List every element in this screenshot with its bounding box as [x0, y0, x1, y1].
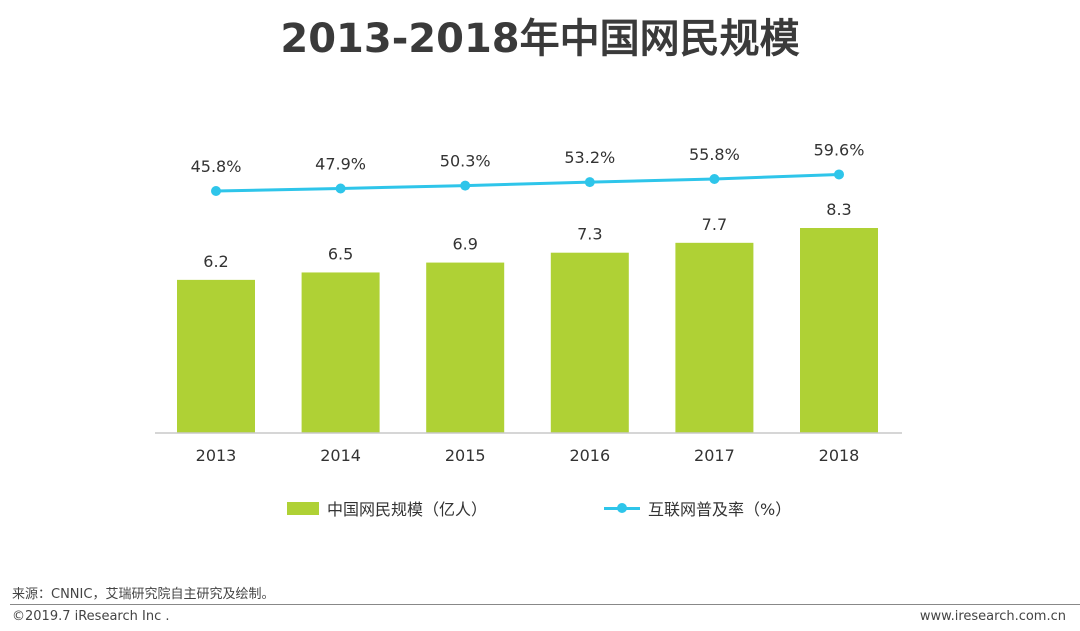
bar-value-label: 6.2	[203, 252, 228, 271]
legend-line-label: 互联网普及率（%）	[648, 500, 792, 519]
x-tick-label: 2015	[445, 446, 486, 465]
bar-2015	[426, 262, 505, 433]
line-value-label: 50.3%	[440, 152, 491, 171]
bar-value-label: 7.3	[577, 225, 602, 244]
bar-value-label: 8.3	[826, 200, 851, 219]
bar-2018	[800, 228, 878, 433]
line-value-label: 59.6%	[814, 140, 865, 159]
line-value-label: 55.8%	[689, 145, 740, 164]
line-series: 45.8% 47.9% 50.3% 53.2% 55.8% 59.6%	[191, 140, 865, 196]
legend-item-bar: 中国网民规模（亿人）	[287, 496, 487, 520]
x-tick-label: 2016	[569, 446, 610, 465]
line-point-2013	[211, 186, 221, 196]
line-point-2017	[709, 174, 720, 184]
x-tick-label: 2018	[819, 446, 860, 465]
x-axis-ticks: 2013 2014 2015 2016 2017 2018	[196, 446, 860, 465]
copyright-text: ©2019.7 iResearch Inc .	[12, 609, 170, 624]
legend-bar-swatch	[287, 501, 319, 515]
website-link[interactable]: www.iresearch.com.cn	[919, 609, 1066, 624]
line-value-label: 53.2%	[564, 148, 615, 167]
chart-title: 2013-2018年中国网民规模	[280, 16, 800, 62]
line-point-2014	[335, 183, 346, 194]
bar-value-label: 6.9	[452, 235, 477, 254]
legend: 中国网民规模（亿人） 互联网普及率（%）	[0, 496, 1080, 520]
bar-value-label: 6.5	[328, 244, 353, 263]
line-value-label: 45.8%	[191, 157, 242, 176]
x-tick-label: 2017	[694, 446, 735, 465]
source-note: 来源：CNNIC，艾瑞研究院自主研究及绘制。	[12, 587, 275, 602]
x-tick-label: 2013	[196, 446, 237, 465]
bar-2016	[550, 252, 629, 433]
line-point-2016	[584, 177, 595, 188]
footer-divider	[10, 604, 1080, 605]
bar-series: 6.2 6.5 6.9 7.3 7.7 8.3	[177, 200, 878, 433]
legend-line-swatch	[604, 502, 640, 515]
legend-bar-label: 中国网民规模（亿人）	[327, 500, 488, 519]
line-point-2015	[460, 180, 471, 191]
bar-value-label: 7.7	[702, 215, 727, 234]
line-point-2018	[834, 169, 844, 180]
bar-2014	[301, 272, 380, 433]
x-tick-label: 2014	[320, 446, 361, 465]
line-series-path	[215, 172, 840, 193]
legend-item-line: 互联网普及率（%）	[604, 496, 791, 520]
line-value-label: 47.9%	[315, 154, 366, 173]
bar-2017	[675, 242, 754, 433]
bar-2013	[177, 279, 255, 433]
